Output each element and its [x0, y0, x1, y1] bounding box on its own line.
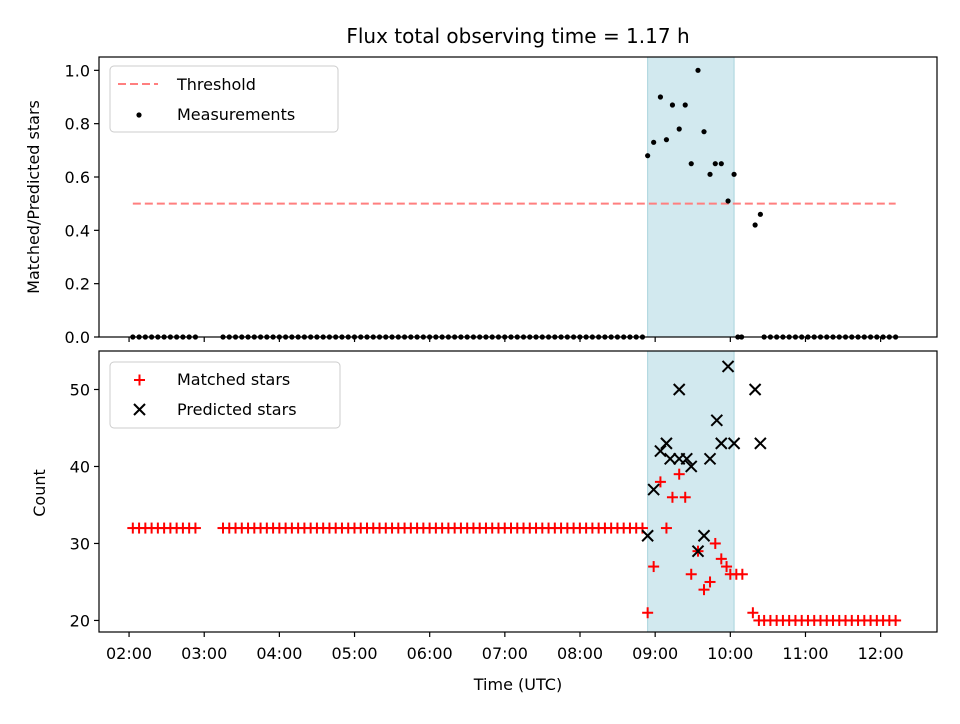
legend-measurements-label: Measurements	[177, 105, 295, 124]
matched-star-point	[189, 522, 201, 534]
predicted-star-point	[641, 529, 654, 542]
measurement-point	[712, 161, 718, 167]
measurement-point	[645, 153, 651, 159]
matched-star-point	[679, 491, 691, 503]
matched-star-point	[660, 522, 672, 534]
top-y-tick-label: 0.6	[65, 168, 90, 187]
measurement-point	[695, 67, 701, 73]
x-tick-label: 08:00	[557, 644, 603, 663]
matched-star-point	[721, 561, 733, 573]
predicted-star-point	[654, 444, 667, 458]
x-axis-label: Time (UTC)	[473, 675, 562, 694]
x-tick-label: 04:00	[256, 644, 302, 663]
matched-star-point	[698, 584, 710, 596]
predicted-star-point	[703, 452, 717, 465]
matched-star-point	[736, 568, 748, 580]
predicted-star-point	[691, 544, 705, 558]
observing-window-span	[647, 56, 735, 338]
measurement-point	[663, 137, 670, 143]
measurement-point	[682, 102, 688, 108]
matched-star-point	[890, 614, 902, 626]
predicted-star-point	[748, 383, 762, 396]
predicted-star-point	[673, 383, 686, 396]
x-tick-label: 12:00	[858, 644, 904, 663]
bottom-y-axis-label: Count	[30, 469, 49, 517]
matched-star-point	[648, 561, 660, 573]
measurement-point	[752, 222, 758, 228]
predicted-star-point	[680, 452, 693, 465]
measurement-point	[701, 129, 707, 135]
matched-star-point	[747, 607, 759, 619]
legend-predicted-swatch	[133, 403, 146, 416]
matched-star-point	[666, 491, 678, 503]
predicted-star-point	[647, 483, 660, 496]
matched-star-point	[709, 537, 721, 549]
top-y-tick-label: 0.8	[65, 115, 90, 134]
predicted-star-point	[715, 437, 728, 450]
measurement-point	[718, 161, 724, 167]
measurement-point	[731, 171, 737, 177]
top-y-tick-label: 1.0	[65, 61, 90, 80]
predicted-star-point	[697, 529, 711, 542]
chart-title: Flux total observing time = 1.17 h	[346, 24, 689, 48]
legend-predicted-label: Predicted stars	[177, 400, 297, 419]
legend-matched-swatch	[134, 374, 145, 386]
bottom-y-tick-label: 40	[70, 457, 90, 476]
predicted-star-point	[710, 414, 723, 427]
predicted-star-point	[685, 460, 698, 473]
top-y-tick-label: 0.2	[65, 275, 90, 294]
measurement-point	[725, 198, 731, 204]
measurement-point	[669, 102, 676, 108]
top-y-axis-label: Matched/Predicted stars	[24, 100, 43, 294]
measurement-point	[757, 211, 763, 217]
matched-star-point	[704, 576, 716, 588]
top-panel: 0.0 0.2 0.4 0.6 0.8 1.0 Matched/Predicted sta…	[24, 56, 938, 347]
bottom-y-tick-label: 30	[70, 534, 90, 553]
top-legend-box	[109, 65, 339, 133]
bottom-y-tick-label: 20	[70, 611, 90, 630]
x-tick-label: 10:00	[707, 644, 753, 663]
x-tick-label: 06:00	[407, 644, 453, 663]
predicted-star-point	[721, 360, 735, 373]
matched-star-point	[673, 468, 685, 480]
matched-star-point	[642, 607, 654, 619]
legend-measurements-swatch	[136, 112, 142, 118]
x-tick-label: 09:00	[632, 644, 678, 663]
x-tick-label: 05:00	[331, 644, 377, 663]
measurement-point	[707, 171, 713, 177]
predicted-star-point	[754, 437, 767, 450]
matched-star-point	[654, 476, 666, 488]
matched-star-point	[753, 614, 765, 626]
observing-window-span	[647, 350, 735, 633]
x-tick-label: 03:00	[181, 644, 227, 663]
top-y-tick-label: 0.0	[65, 328, 90, 347]
legend-matched-label: Matched stars	[177, 370, 290, 389]
matched-star-point	[715, 553, 727, 565]
top-legend: Threshold Measurements	[109, 65, 339, 133]
measurement-point	[676, 126, 682, 132]
top-axes-frame	[98, 56, 938, 338]
bottom-y-tick-label: 50	[70, 380, 90, 399]
top-y-tick-label: 0.4	[65, 221, 90, 240]
x-tick-label: 11:00	[782, 644, 828, 663]
measurement-point	[651, 139, 657, 145]
legend-threshold-label: Threshold	[176, 75, 256, 94]
measurement-point	[657, 94, 664, 100]
x-tick-label: 07:00	[482, 644, 528, 663]
bottom-legend-box	[109, 361, 341, 429]
predicted-star-point	[663, 452, 677, 465]
predicted-star-point	[727, 437, 741, 450]
predicted-star-point	[660, 437, 673, 450]
bottom-legend: Matched stars Predicted stars	[109, 361, 341, 429]
bottom-axes-frame	[98, 350, 938, 633]
bottom-panel: 20 30 40 50 02:00 03:00 04:00 05:00 06:00 07:00 0…	[30, 350, 938, 694]
x-tick-label: 02:00	[106, 644, 152, 663]
matched-star-point	[685, 568, 697, 580]
measurement-point	[688, 161, 694, 167]
